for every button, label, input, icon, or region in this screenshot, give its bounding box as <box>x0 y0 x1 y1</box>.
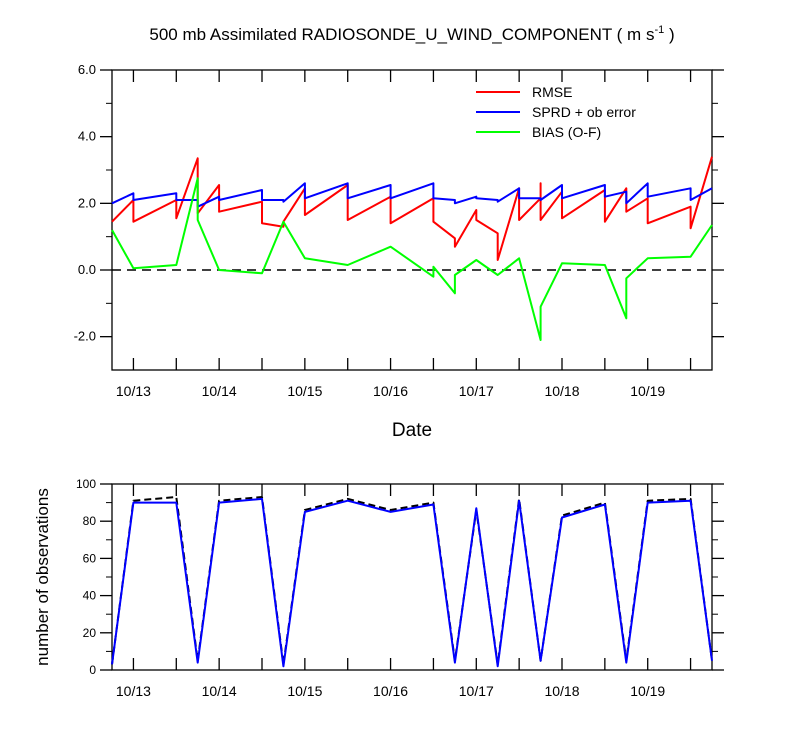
stats-series-rmse <box>111 156 713 261</box>
obs-x-tick-label: 10/16 <box>373 683 408 699</box>
obs-y-tick-label: 40 <box>83 589 97 603</box>
stats-x-tick-label: 10/17 <box>459 383 494 399</box>
obs-y-tick-label: 100 <box>76 477 96 491</box>
stats-x-tick-label: 10/18 <box>544 383 579 399</box>
legend-label: RMSE <box>532 84 572 100</box>
obs-series-assimilated-observations <box>111 497 713 668</box>
obs-plot-frame <box>111 483 713 671</box>
obs-y-tick-label: 60 <box>83 551 97 565</box>
stats-plot-frame <box>111 69 713 371</box>
stats-y-tick-label: -2.0 <box>74 329 96 344</box>
obs-y-tick-label: 0 <box>89 663 96 677</box>
obs-series-possible-observations <box>111 496 713 666</box>
stats-x-tick-label: 10/13 <box>116 383 151 399</box>
obs-x-tick-label: 10/18 <box>544 683 579 699</box>
stats-y-tick-label: 2.0 <box>78 195 96 210</box>
stats-y-tick-label: 0.0 <box>78 262 96 277</box>
legend-label: BIAS (O-F) <box>532 124 601 140</box>
legend-label: SPRD + ob error <box>532 104 636 120</box>
obs-x-tick-label: 10/14 <box>202 683 237 699</box>
stats-x-tick-label: 10/15 <box>287 383 322 399</box>
stats-x-axis-label: Date <box>392 420 432 441</box>
stats-x-tick-label: 10/19 <box>630 383 665 399</box>
stats-y-tick-label: 4.0 <box>78 129 96 144</box>
stats-x-tick-label: 10/14 <box>202 383 237 399</box>
obs-x-tick-label: 10/13 <box>116 683 151 699</box>
chart-title: 500 mb Assimilated RADIOSONDE_U_WIND_COM… <box>149 24 674 44</box>
observations-panel: 10/13 10/14 10/15 10/16 10/17 10/18 10/19 0 20 40… <box>33 477 724 699</box>
stats-panel: 10/13 10/14 10/15 10/16 10/17 10/18 10/19 -2.0 0… <box>74 62 724 441</box>
obs-x-tick-label: 10/15 <box>287 683 322 699</box>
obs-y-tick-label: 80 <box>83 514 97 528</box>
obs-x-tick-label: 10/17 <box>459 683 494 699</box>
obs-y-tick-label: 20 <box>83 626 97 640</box>
stats-series-bias-o-f <box>111 177 713 341</box>
obs-y-axis-label: number of observations <box>33 488 52 666</box>
stats-y-tick-label: 6.0 <box>78 62 96 77</box>
stats-x-tick-label: 10/16 <box>373 383 408 399</box>
obs-x-tick-label: 10/19 <box>630 683 665 699</box>
stats-series-sprd-ob-error <box>111 182 713 208</box>
